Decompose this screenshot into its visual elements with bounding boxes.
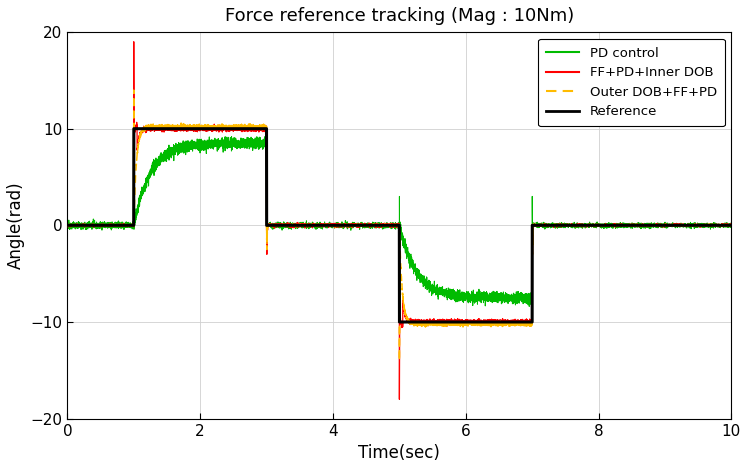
Legend: PD control, FF+PD+Inner DOB, Outer DOB+FF+PD, Reference: PD control, FF+PD+Inner DOB, Outer DOB+F… [539, 38, 725, 126]
Y-axis label: Angle(rad): Angle(rad) [7, 182, 25, 269]
Title: Force reference tracking (Mag : 10Nm): Force reference tracking (Mag : 10Nm) [224, 7, 574, 25]
X-axis label: Time(sec): Time(sec) [358, 444, 441, 462]
